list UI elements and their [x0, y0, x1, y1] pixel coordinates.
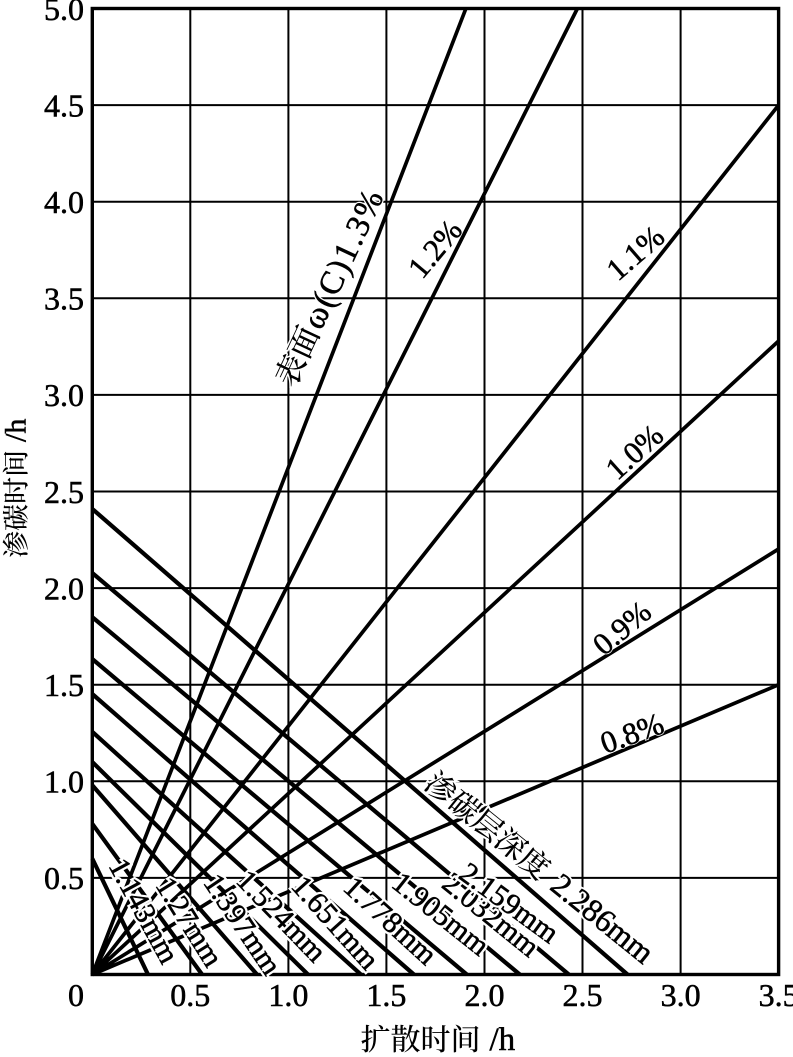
svg-text:2.5: 2.5: [563, 977, 603, 1013]
svg-text:5.0: 5.0: [44, 0, 84, 27]
svg-text:3.0: 3.0: [661, 977, 701, 1013]
svg-text:0.5: 0.5: [170, 977, 210, 1013]
svg-text:1.5: 1.5: [44, 667, 84, 703]
svg-text:2.0: 2.0: [44, 570, 84, 606]
svg-text:0: 0: [68, 977, 84, 1013]
svg-text:3.5: 3.5: [44, 281, 84, 317]
svg-text:0.5: 0.5: [44, 860, 84, 896]
svg-text:3.0: 3.0: [44, 377, 84, 413]
svg-text:3.5: 3.5: [759, 977, 793, 1013]
svg-text:2.5: 2.5: [44, 474, 84, 510]
svg-text:/h: /h: [0, 419, 33, 442]
svg-text:1.0: 1.0: [44, 764, 84, 800]
svg-text:/h: /h: [490, 1022, 516, 1057]
svg-text:2.0: 2.0: [465, 977, 505, 1013]
svg-text:1.0: 1.0: [268, 977, 308, 1013]
svg-text:4.0: 4.0: [44, 184, 84, 220]
svg-text:4.5: 4.5: [44, 87, 84, 123]
svg-text:1.5: 1.5: [366, 977, 406, 1013]
